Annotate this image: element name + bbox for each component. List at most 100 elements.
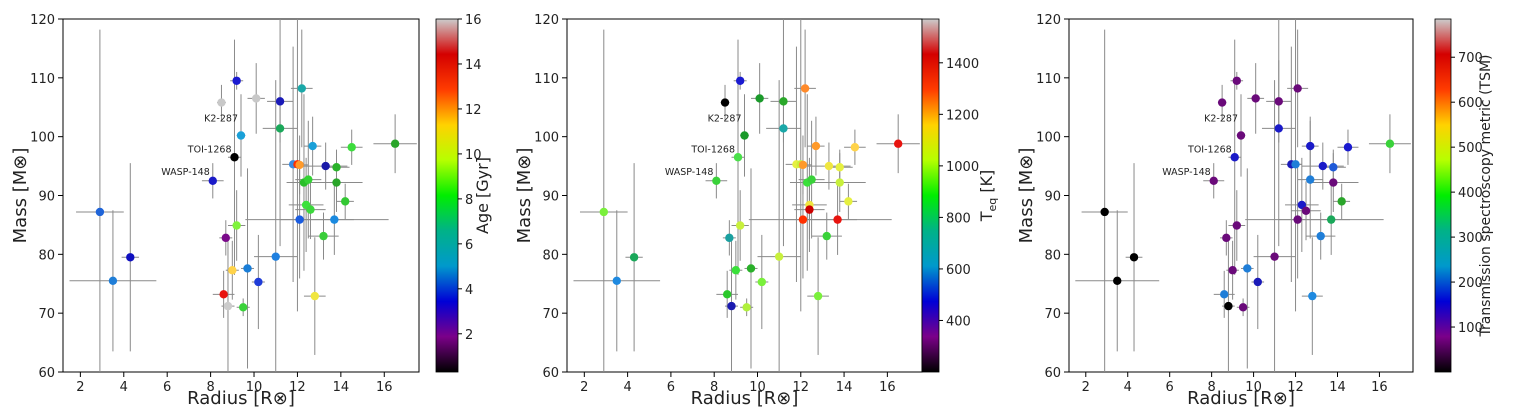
colorbar-gradient [435,18,459,373]
x-axis-label: Radius [R⊗] [187,388,295,409]
colorbar-gradient [921,18,940,373]
data-point [798,215,808,224]
data-point [306,205,315,214]
y-tick-label: 80 [38,248,55,263]
data-point [275,97,285,106]
data-point [893,139,903,148]
data-point [347,143,356,152]
data-point [1337,197,1346,206]
colorbar-tick-label: 8 [465,193,473,208]
planet-annotation: K2-287 [1204,114,1238,125]
data-point [742,303,751,312]
data-layer [69,19,417,372]
x-tick-label: 2 [76,380,84,395]
panel-3: 2 4 6 8 10 12 14 16 60 70 80 90 100 110 120 Radius [R⊗]… [1016,13,1494,409]
y-axis-label: Mass [M⊗] [1016,148,1037,244]
data-point [779,97,788,106]
data-point [1129,253,1139,262]
x-tick-label: 12 [1287,380,1304,395]
data-point [1306,141,1315,151]
data-point [805,205,814,214]
colorbar-tick-label: 500 [1458,141,1483,156]
colorbar-label: Transmission spectroscopy metric (TSM) [1478,54,1494,337]
data-point [1228,266,1237,275]
colorbar-tick-label: 400 [946,314,971,329]
y-tick-label: 120 [534,13,559,28]
colorbar-tick-label: 10 [465,148,482,163]
y-tick-label: 110 [30,72,55,87]
data-point [223,301,233,311]
x-tick-label: 10 [1245,380,1262,395]
y-tick-label: 70 [38,307,55,322]
data-point [208,176,217,185]
y-tick-label: 60 [542,366,559,381]
planet-annotation: WASP-148 [665,167,713,178]
data-point [1251,94,1260,103]
data-point [295,160,304,170]
y-tick-label: 120 [30,13,55,28]
x-tick-label: 10 [246,380,263,395]
data-point [774,252,784,261]
data-point [800,84,810,93]
data-point [1222,233,1231,243]
data-point [599,207,608,217]
x-tick-label: 8 [1207,380,1215,395]
data-point [1274,124,1283,133]
data-point [297,84,306,93]
data-point [340,197,350,206]
data-point [1293,84,1302,93]
y-tick-label: 110 [1036,72,1061,87]
data-point [1291,160,1300,169]
planet-annotation: K2-287 [708,114,742,125]
data-point [835,163,844,172]
data-point [308,141,317,151]
data-point [1297,200,1307,210]
x-tick-label: 2 [580,380,588,395]
data-point [1217,98,1227,107]
y-tick-label: 90 [38,190,55,205]
data-point [108,276,118,286]
colorbar-tick-label: 6 [465,238,473,253]
data-point [126,253,135,262]
colorbar-tick-label: 4 [465,283,473,298]
data-point [332,178,341,187]
planet-annotation: WASP-148 [161,167,209,178]
x-tick-label: 16 [1371,380,1388,395]
data-point [1232,76,1242,85]
data-point [1230,153,1239,162]
colorbar-label: Teq [K] [977,170,999,223]
y-tick-label: 100 [30,131,55,146]
colorbar-tick-label: 600 [1458,96,1483,111]
colorbar-tick-label: 800 [946,211,971,226]
data-point [1274,97,1283,106]
plot-frame [62,18,420,373]
data-point [271,252,280,261]
data-point [243,264,252,273]
colorbar-tick-label: 2 [465,328,473,343]
x-tick-label: 8 [206,380,214,395]
y-tick-label: 100 [1036,131,1061,146]
x-tick-label: 4 [623,380,631,395]
data-point [310,291,320,301]
y-tick-label: 70 [542,307,559,322]
data-point [733,153,743,162]
data-point [1232,221,1242,230]
y-tick-label: 90 [1044,190,1061,205]
plot-frame [1068,18,1414,373]
colorbar-tick-label: 1000 [946,160,979,175]
data-point [1318,161,1328,171]
data-point [1224,301,1233,311]
data-layer [573,19,920,372]
data-point [755,94,764,103]
data-point [1220,290,1229,299]
data-point [722,290,732,299]
data-point [779,124,788,133]
y-tick-label: 100 [534,131,559,146]
data-point [835,178,844,187]
data-point [1293,215,1302,224]
data-point [221,233,231,243]
x-axis-label: Radius [R⊗] [691,388,799,409]
colorbar-gradient [1434,18,1452,373]
y-tick-label: 120 [1036,13,1061,28]
